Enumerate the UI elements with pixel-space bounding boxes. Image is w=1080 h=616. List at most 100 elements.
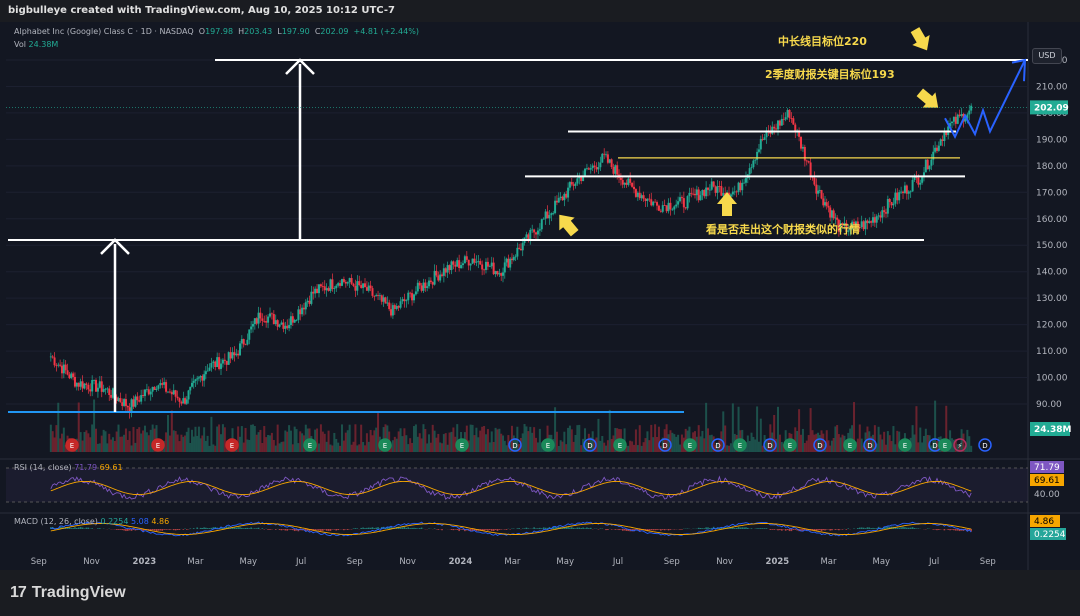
candle-body: [832, 210, 835, 219]
candle-body: [102, 389, 105, 392]
volume-bar: [251, 424, 254, 452]
macd-histogram-bar: [953, 529, 955, 531]
chart-area[interactable]: 90.00 100.00 110.00 120.00 130.00 140.00 150.0…: [0, 22, 1080, 570]
low-value: 197.90: [281, 27, 310, 36]
volume-bar: [962, 433, 965, 452]
volume-bar: [49, 424, 52, 452]
time-tick-label: Jul: [295, 557, 306, 567]
macd-histogram-bar: [377, 527, 379, 529]
rsi-ma-badge-label: 69.61: [1034, 476, 1060, 486]
volume-bar: [53, 437, 56, 452]
volume-bar: [301, 433, 304, 452]
candle-body: [165, 382, 168, 392]
candle-body: [344, 281, 347, 284]
volume-bar: [956, 444, 959, 452]
macd-histogram-bar: [454, 529, 457, 530]
macd-histogram-bar: [229, 528, 232, 529]
event-marker-label: E: [230, 442, 234, 450]
candle-body: [798, 130, 801, 137]
volume-bar: [572, 441, 575, 452]
macd-histogram-bar: [966, 529, 969, 532]
candle-body: [665, 205, 668, 212]
macd-histogram-bar: [498, 529, 501, 530]
candle-body: [81, 381, 84, 389]
price-tick-label: 160.00: [1036, 215, 1068, 225]
volume-bar: [796, 430, 799, 452]
macd-histogram-bar: [460, 529, 462, 530]
macd-histogram-bar: [938, 529, 940, 530]
volume-bar: [218, 424, 221, 452]
candle-body: [248, 329, 251, 340]
macd-histogram-bar: [366, 527, 368, 529]
tradingview-logo[interactable]: 17 TradingView: [10, 584, 126, 602]
volume-bar: [892, 426, 895, 452]
candle-body: [809, 162, 812, 177]
candle-body: [731, 191, 734, 195]
candle-body: [479, 261, 482, 265]
volume-bar: [832, 437, 835, 452]
volume-bar: [203, 427, 206, 452]
macd-histogram-bar: [633, 529, 635, 532]
candle-body: [563, 193, 566, 201]
candle-body: [498, 273, 501, 275]
volume-bar: [794, 427, 797, 452]
candle-body: [813, 177, 816, 185]
volume-bar: [919, 427, 922, 452]
macd-histogram-bar: [960, 529, 963, 531]
candle-body: [448, 265, 451, 271]
macd-histogram-bar: [804, 529, 806, 531]
macd-histogram-bar: [667, 529, 670, 531]
volume-bar: [913, 434, 916, 452]
macd-histogram-bar: [288, 529, 290, 530]
candle-body: [500, 273, 503, 276]
candle-body: [932, 151, 935, 160]
macd-histogram-bar: [896, 527, 899, 529]
volume-bar: [603, 442, 606, 452]
volume-bar: [291, 444, 294, 452]
volume-bar: [442, 434, 445, 452]
volume-bar: [853, 402, 856, 452]
macd-histogram-bar: [822, 529, 825, 531]
candle-body: [422, 282, 425, 291]
candle-body: [951, 121, 954, 124]
volume-bar: [483, 425, 486, 452]
macd-histogram-bar: [316, 529, 318, 530]
candle-body: [612, 167, 615, 174]
volume-bar: [533, 427, 536, 452]
volume-bar: [858, 424, 861, 452]
macd-histogram-bar: [646, 529, 649, 532]
macd-histogram-bar: [74, 527, 76, 529]
candle-body: [163, 382, 166, 385]
macd-histogram-bar: [911, 527, 914, 529]
candle-body: [970, 105, 973, 111]
candle-body: [94, 380, 97, 392]
currency-button[interactable]: USD: [1032, 48, 1062, 64]
candle-body: [610, 159, 613, 168]
price-chart-svg[interactable]: 90.00 100.00 110.00 120.00 130.00 140.00 150.0…: [0, 22, 1080, 570]
candle-body: [435, 270, 438, 276]
candle-body: [903, 185, 906, 194]
volume-bar: [633, 444, 636, 452]
candle-body: [761, 138, 764, 140]
candle-body: [688, 192, 691, 197]
volume-bar: [877, 426, 880, 452]
macd-histogram-bar: [163, 529, 165, 530]
volume-bar: [921, 442, 924, 452]
candle-body: [836, 217, 839, 220]
macd-histogram-bar: [584, 528, 586, 529]
candle-body: [599, 162, 602, 168]
volume-bar: [216, 426, 219, 452]
candle-body: [463, 256, 466, 264]
macd-histogram-bar: [192, 528, 195, 529]
candle-body: [954, 116, 957, 124]
volume-bar: [486, 429, 489, 452]
macd-signal-badge-label: 4.86: [1034, 517, 1054, 527]
open-label: O: [198, 27, 206, 36]
volume-bar: [208, 445, 211, 452]
macd-histogram-bar: [269, 529, 271, 530]
volume-bar: [529, 426, 532, 452]
candle-body: [244, 344, 247, 346]
candle-body: [565, 193, 568, 198]
volume-bar: [117, 424, 120, 452]
candle-body: [145, 389, 148, 391]
